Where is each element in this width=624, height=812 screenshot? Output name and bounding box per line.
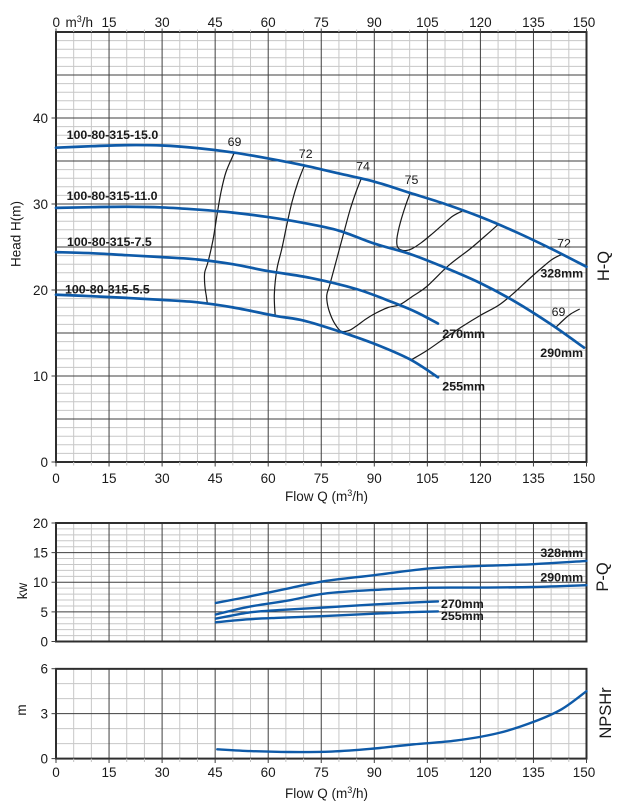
svg-text:20: 20 xyxy=(33,516,48,531)
svg-text:0: 0 xyxy=(40,455,48,470)
svg-text:Flow Q (m3/h): Flow Q (m3/h) xyxy=(285,488,368,504)
svg-text:290mm: 290mm xyxy=(540,571,583,585)
svg-text:0: 0 xyxy=(52,765,60,780)
svg-text:40: 40 xyxy=(33,111,48,126)
svg-text:Flow Q (m3/h): Flow Q (m3/h) xyxy=(285,785,368,801)
svg-text:30: 30 xyxy=(33,197,48,212)
svg-text:30: 30 xyxy=(155,471,170,486)
svg-text:kw: kw xyxy=(15,583,30,600)
svg-text:105: 105 xyxy=(416,765,439,780)
svg-text:90: 90 xyxy=(367,15,382,30)
svg-text:72: 72 xyxy=(557,237,571,251)
svg-text:74: 74 xyxy=(356,160,370,174)
svg-text:150: 150 xyxy=(573,471,596,486)
svg-text:H-Q: H-Q xyxy=(595,251,613,281)
svg-text:60: 60 xyxy=(261,765,276,780)
svg-text:255mm: 255mm xyxy=(442,380,485,394)
svg-text:69: 69 xyxy=(228,135,242,149)
svg-text:30: 30 xyxy=(155,765,170,780)
svg-text:60: 60 xyxy=(261,15,276,30)
svg-text:90: 90 xyxy=(367,765,382,780)
svg-text:m3/h: m3/h xyxy=(66,14,94,30)
svg-text:270mm: 270mm xyxy=(441,597,484,611)
svg-text:75: 75 xyxy=(314,765,329,780)
svg-text:Head H(m): Head H(m) xyxy=(9,201,24,267)
svg-text:15: 15 xyxy=(102,471,117,486)
svg-text:150: 150 xyxy=(573,15,596,30)
svg-text:270mm: 270mm xyxy=(442,327,485,341)
svg-text:135: 135 xyxy=(522,471,545,486)
svg-text:10: 10 xyxy=(33,369,48,384)
svg-text:m: m xyxy=(14,704,29,715)
svg-text:15: 15 xyxy=(102,15,117,30)
svg-text:15: 15 xyxy=(33,546,48,561)
svg-text:120: 120 xyxy=(469,765,492,780)
svg-text:30: 30 xyxy=(155,15,170,30)
svg-text:P-Q: P-Q xyxy=(594,562,612,592)
svg-text:5: 5 xyxy=(40,605,48,620)
svg-text:6: 6 xyxy=(40,662,48,677)
svg-text:100-80-315-11.0: 100-80-315-11.0 xyxy=(67,189,158,203)
svg-text:328mm: 328mm xyxy=(540,267,583,281)
svg-text:100-80-315-15.0: 100-80-315-15.0 xyxy=(67,128,159,142)
svg-text:90: 90 xyxy=(367,471,382,486)
svg-text:290mm: 290mm xyxy=(540,346,583,360)
svg-text:0: 0 xyxy=(52,471,60,486)
svg-text:0: 0 xyxy=(40,634,48,649)
svg-text:105: 105 xyxy=(416,471,439,486)
svg-text:75: 75 xyxy=(405,173,419,187)
svg-text:75: 75 xyxy=(314,15,329,30)
svg-text:10: 10 xyxy=(33,575,48,590)
svg-text:60: 60 xyxy=(261,471,276,486)
svg-text:120: 120 xyxy=(469,471,492,486)
svg-text:NPSHr: NPSHr xyxy=(597,687,615,739)
svg-text:255mm: 255mm xyxy=(441,609,484,623)
svg-text:72: 72 xyxy=(299,147,313,161)
svg-text:3: 3 xyxy=(40,707,48,722)
svg-text:328mm: 328mm xyxy=(540,546,583,560)
svg-text:75: 75 xyxy=(314,471,329,486)
svg-text:135: 135 xyxy=(522,765,545,780)
svg-text:0: 0 xyxy=(40,752,48,767)
svg-text:45: 45 xyxy=(208,471,223,486)
svg-text:45: 45 xyxy=(208,765,223,780)
svg-text:15: 15 xyxy=(102,765,117,780)
svg-text:120: 120 xyxy=(469,15,492,30)
svg-text:135: 135 xyxy=(522,15,545,30)
svg-text:100-80-315-7.5: 100-80-315-7.5 xyxy=(67,235,152,249)
svg-text:0: 0 xyxy=(53,15,61,30)
svg-text:105: 105 xyxy=(416,15,439,30)
svg-text:69: 69 xyxy=(552,305,566,319)
svg-text:45: 45 xyxy=(208,15,223,30)
svg-text:150: 150 xyxy=(573,765,596,780)
svg-text:20: 20 xyxy=(33,283,48,298)
svg-text:100-80-315-5.5: 100-80-315-5.5 xyxy=(65,283,150,297)
